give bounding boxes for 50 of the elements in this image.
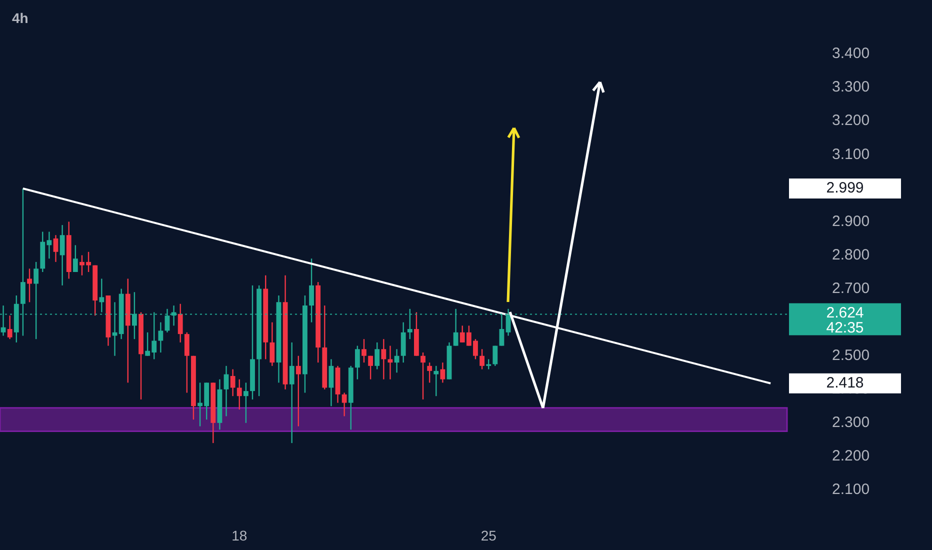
candlestick	[60, 224, 65, 286]
y-tick-label: 2.100	[832, 481, 870, 498]
candlestick	[236, 378, 242, 410]
x-tick-label: 25	[480, 527, 497, 544]
candlestick	[427, 362, 432, 384]
candlestick	[368, 355, 374, 380]
y-tick-label: 2.800	[832, 246, 870, 264]
text: 2.999	[826, 180, 864, 197]
y-tick-label: 3.200	[832, 112, 870, 130]
x-tick-label: 18	[232, 527, 248, 544]
y-tick-label: 3.100	[832, 146, 870, 163]
candlestick	[53, 234, 58, 263]
candlestick	[72, 244, 78, 273]
candlestick	[492, 345, 498, 367]
candlestick	[243, 382, 248, 424]
text: 42:35	[826, 319, 864, 336]
candlestick	[400, 322, 406, 364]
candlestick	[289, 342, 294, 444]
candlestick	[420, 352, 426, 400]
candlestick	[381, 338, 386, 380]
candlestick	[224, 365, 229, 417]
ref-line-label: 2.624	[826, 304, 864, 322]
y-tick-label: 2.900	[832, 212, 870, 230]
y-tick-label: 3.300	[832, 78, 870, 96]
chart-title: 4h	[12, 10, 28, 26]
y-tick-label: 3.400	[832, 45, 870, 62]
y-tick-label: 2.500	[832, 346, 870, 364]
text: 2.418	[826, 374, 864, 392]
candlestick	[296, 355, 301, 427]
candlestick	[230, 368, 236, 397]
candlestick	[440, 362, 446, 384]
y-tick-label: 2.200	[832, 448, 870, 465]
candlestick	[362, 338, 366, 364]
candlestick	[354, 345, 360, 380]
candlestick	[328, 358, 334, 407]
candlestick	[388, 345, 393, 380]
candlestick	[27, 268, 32, 303]
y-tick-label: 2.300	[832, 414, 870, 432]
candlestick	[7, 315, 12, 340]
candlestick	[374, 342, 380, 370]
candlestick	[270, 322, 275, 367]
candlestick	[434, 365, 439, 397]
candlestick	[178, 303, 183, 344]
candlestick	[342, 392, 347, 417]
candlestick	[480, 348, 484, 370]
candlestick	[158, 322, 164, 354]
candlestick	[99, 278, 104, 313]
y-tick-label: 2.700	[832, 280, 870, 297]
candlestick	[486, 358, 492, 370]
candlestick	[184, 332, 190, 394]
